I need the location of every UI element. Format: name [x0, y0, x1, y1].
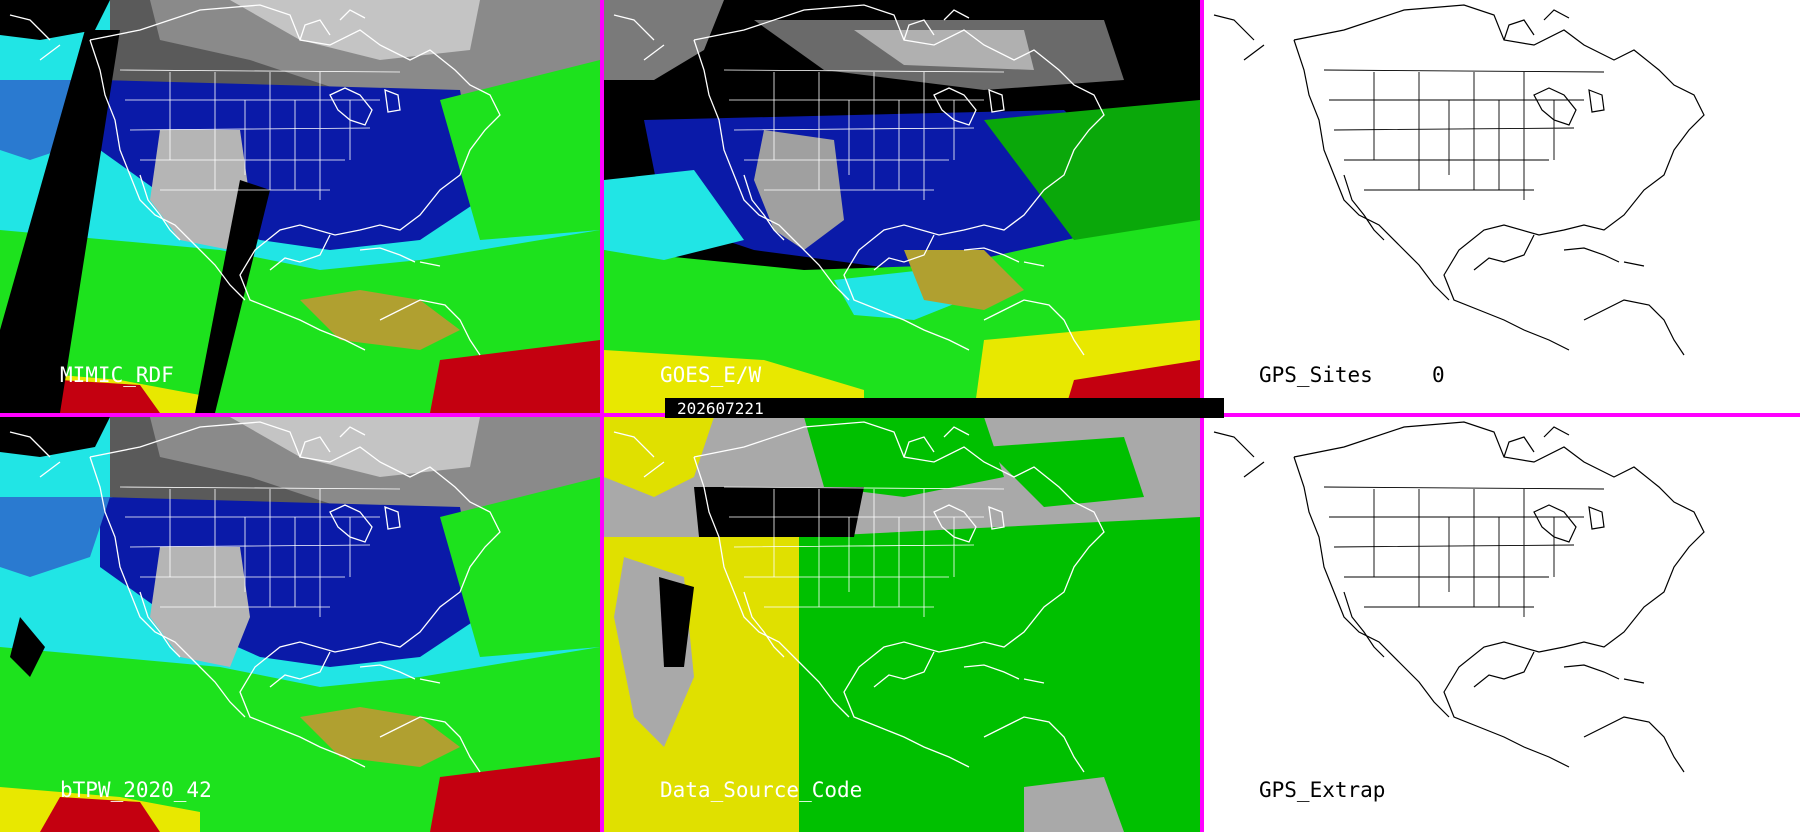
gps-extrap-map: [1204, 417, 1800, 832]
panel-data-source-code: Data_Source_Code: [604, 417, 1200, 832]
panel-label-mimic-rdf: MIMIC_RDF: [60, 363, 174, 387]
tpw-goes-map: [604, 0, 1200, 413]
divider-vertical-left: [600, 0, 604, 832]
panel-gps-extrap: GPS_Extrap: [1204, 417, 1800, 832]
panel-label-goes-ew: GOES_E/W: [660, 363, 762, 387]
tpw-mimic-map: [0, 0, 600, 413]
gps-site-count: 0: [1432, 363, 1445, 387]
panel-label-gps-extrap: GPS_Extrap: [1259, 778, 1386, 802]
timestamp-bar: 202607221: [665, 398, 1224, 418]
panel-label-gps-sites: GPS_Sites: [1259, 363, 1373, 387]
panel-goes-ew: GOES_E/W: [604, 0, 1200, 413]
tpw-blended-map: [0, 417, 600, 832]
timestamp-label: 202607221: [677, 399, 764, 418]
data-source-map: [604, 417, 1200, 832]
panel-mimic-rdf: MIMIC_RDF: [0, 0, 600, 413]
panel-gps-sites: GPS_Sites 0: [1204, 0, 1800, 413]
panel-label-btpw: bTPW_2020_42: [60, 778, 212, 802]
panel-label-data-source-code: Data_Source_Code: [660, 778, 863, 802]
panel-btpw: bTPW_2020_42: [0, 417, 600, 832]
gps-sites-map: [1204, 0, 1800, 413]
